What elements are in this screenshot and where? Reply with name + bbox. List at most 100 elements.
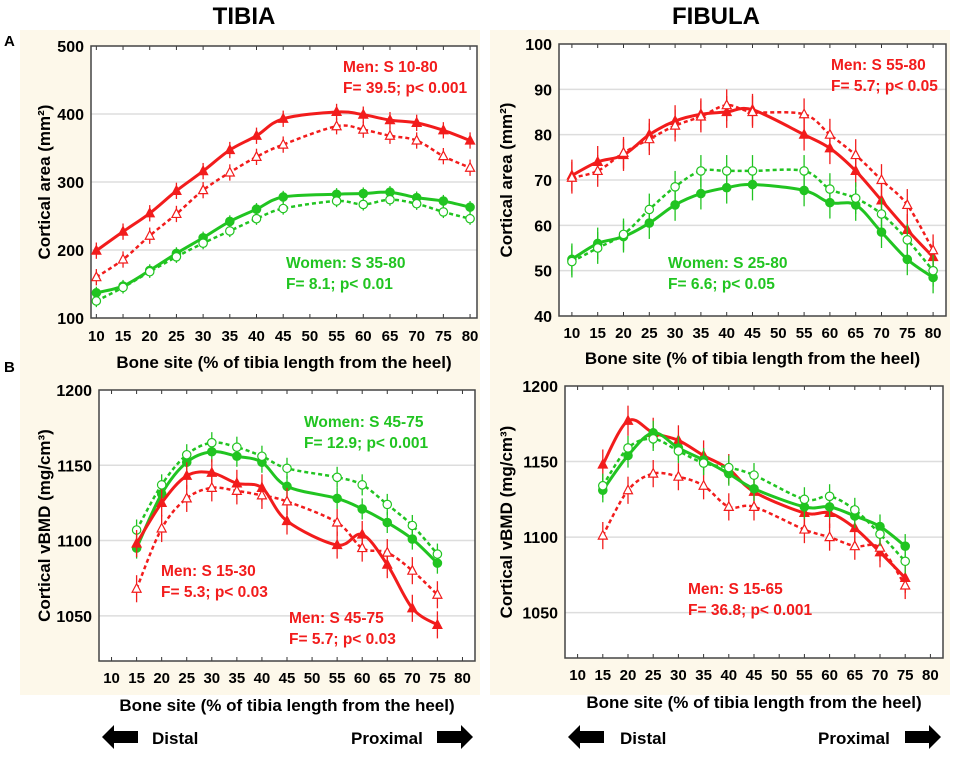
chart-tibia-b: 1050 1100 1150 1200 10 15 20 25 30 35 40 45 50 55 60 65… bbox=[35, 383, 476, 715]
data-point bbox=[411, 198, 422, 209]
x-tick-label: 55 bbox=[796, 667, 813, 684]
proximal-label: Proximal bbox=[818, 729, 890, 748]
data-point bbox=[251, 129, 263, 140]
data-point bbox=[850, 193, 861, 203]
y-tick-label: 50 bbox=[534, 264, 552, 281]
column-title-fibula: FIBULA bbox=[672, 3, 760, 30]
data-point bbox=[799, 494, 810, 505]
data-point bbox=[384, 113, 396, 125]
plot-frame bbox=[90, 45, 478, 319]
data-point bbox=[384, 129, 396, 140]
annotation-men: F= 5.7; p< 0.03 bbox=[289, 631, 396, 648]
x-tick-label: 60 bbox=[354, 670, 371, 687]
column-title-tibia: TIBIA bbox=[213, 3, 276, 30]
data-point bbox=[695, 110, 707, 121]
series-men-filled-triangle bbox=[90, 103, 476, 259]
arrow-right-icon bbox=[905, 725, 941, 749]
series-women-open-circle bbox=[567, 155, 938, 287]
data-point bbox=[748, 500, 760, 511]
annotation-women: Women: S 35-80 bbox=[286, 255, 405, 272]
data-point bbox=[437, 124, 449, 135]
data-point bbox=[198, 238, 208, 248]
y-tick-label: 200 bbox=[57, 243, 84, 260]
x-tick-label: 30 bbox=[667, 325, 684, 342]
x-tick-label: 55 bbox=[796, 325, 813, 342]
x-tick-label: 40 bbox=[254, 670, 271, 687]
x-tick-label: 75 bbox=[899, 325, 916, 342]
x-tick-label: 80 bbox=[454, 670, 471, 687]
data-point bbox=[698, 479, 710, 490]
data-point bbox=[385, 194, 395, 205]
x-tick-label: 80 bbox=[925, 325, 942, 342]
data-point bbox=[257, 451, 267, 462]
data-point bbox=[282, 463, 292, 474]
data-point bbox=[465, 202, 475, 212]
x-tick-label: 40 bbox=[720, 667, 737, 684]
data-point bbox=[117, 253, 129, 264]
x-tick-label: 50 bbox=[771, 667, 788, 684]
data-point bbox=[464, 161, 476, 172]
data-point bbox=[850, 148, 862, 160]
data-point bbox=[406, 602, 418, 613]
data-point bbox=[144, 229, 156, 240]
data-point bbox=[432, 549, 443, 559]
data-point bbox=[618, 146, 629, 157]
chart-fibula-a: 40 50 60 70 80 90 100 10 15 20 25 30 35 40 45 50 55 60 65 7… bbox=[497, 37, 947, 368]
x-tick-label: 25 bbox=[641, 325, 658, 342]
data-point bbox=[437, 149, 449, 161]
data-point bbox=[670, 182, 680, 192]
data-point bbox=[407, 534, 418, 544]
annotation-men: F= 39.5; p< 0.001 bbox=[343, 80, 467, 97]
data-point bbox=[382, 517, 393, 528]
data-point bbox=[357, 504, 367, 514]
distal-label: Distal bbox=[152, 729, 198, 748]
x-tick-label: 30 bbox=[203, 670, 220, 687]
data-point bbox=[381, 546, 393, 557]
data-point bbox=[824, 491, 835, 502]
annotation-men: Men: S 15-30 bbox=[161, 563, 256, 580]
data-point bbox=[672, 470, 684, 481]
data-point bbox=[278, 203, 288, 214]
y-tick-label: 1200 bbox=[56, 383, 92, 400]
plot-frame bbox=[558, 43, 947, 317]
data-point bbox=[899, 579, 911, 590]
data-point bbox=[464, 134, 476, 145]
plot-frame bbox=[98, 389, 476, 662]
data-point bbox=[696, 166, 706, 176]
y-axis-label: Cortical vBMD (mg/cm³) bbox=[35, 429, 54, 622]
data-point bbox=[928, 265, 938, 276]
y-tick-label: 1150 bbox=[57, 458, 92, 475]
y-tick-label: 1100 bbox=[57, 534, 92, 551]
data-point bbox=[331, 196, 342, 206]
x-tick-label: 70 bbox=[404, 670, 421, 687]
data-point bbox=[648, 434, 658, 444]
x-axis-label: Bone site (% of tibia length from the he… bbox=[116, 353, 451, 372]
x-tick-label: 20 bbox=[141, 328, 158, 345]
data-point bbox=[181, 469, 193, 480]
series-women-open-circle bbox=[131, 432, 443, 565]
x-tick-label: 40 bbox=[718, 325, 735, 342]
x-axis-label: Bone site (% of tibia length from the he… bbox=[119, 696, 454, 715]
x-tick-label: 70 bbox=[873, 325, 890, 342]
chart-fibula-b: 1050 1100 1150 1200 10 15 20 25 30 35 40 45 50 55 60 65… bbox=[497, 379, 944, 712]
series-men-open-triangle bbox=[90, 118, 476, 286]
data-point bbox=[622, 414, 634, 425]
data-point bbox=[799, 166, 809, 176]
x-tick-label: 10 bbox=[564, 325, 581, 342]
x-tick-label: 55 bbox=[328, 328, 345, 345]
data-point bbox=[357, 480, 367, 490]
y-tick-label: 90 bbox=[534, 82, 552, 99]
x-tick-label: 35 bbox=[221, 328, 238, 345]
x-tick-label: 65 bbox=[846, 667, 863, 684]
x-tick-label: 45 bbox=[279, 670, 296, 687]
data-point bbox=[90, 270, 102, 282]
x-tick-label: 15 bbox=[115, 328, 132, 345]
annotation-men: Men: S 10-80 bbox=[343, 59, 438, 76]
direction-fibula: Distal Proximal bbox=[568, 725, 941, 749]
y-tick-label: 300 bbox=[57, 175, 84, 192]
series-men-open-triangle bbox=[566, 89, 939, 267]
data-point bbox=[281, 495, 293, 506]
data-point bbox=[643, 132, 655, 144]
data-point bbox=[357, 108, 369, 119]
